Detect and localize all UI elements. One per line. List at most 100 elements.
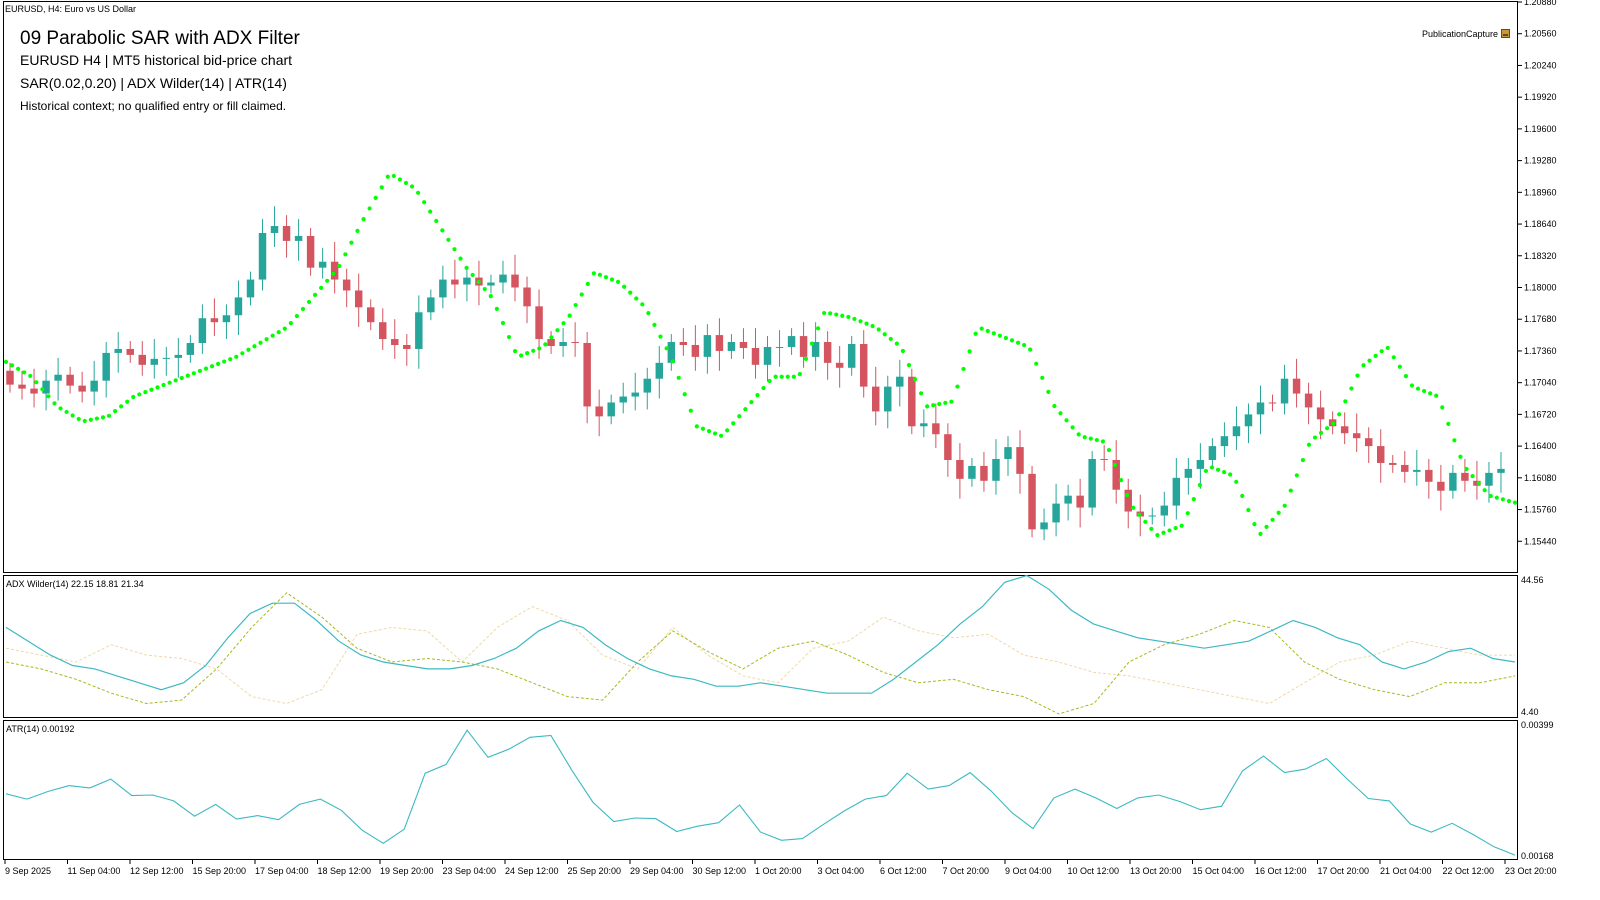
sar-dot xyxy=(834,312,839,317)
sar-dot xyxy=(531,348,536,353)
adx-pane[interactable] xyxy=(3,575,1518,718)
candle-body xyxy=(703,335,712,357)
sar-dot xyxy=(209,364,215,369)
sar-dot xyxy=(1276,510,1281,515)
price-tick-label: 1.17360 xyxy=(1524,346,1557,356)
candle-body xyxy=(18,384,26,389)
candle-body xyxy=(1316,407,1325,420)
time-tick-label: 1 Oct 20:00 xyxy=(755,866,802,876)
sar-dot xyxy=(585,281,590,287)
candle-body xyxy=(1124,489,1132,512)
sar-dot xyxy=(725,428,730,433)
sar-dot xyxy=(937,401,942,407)
atr-pane[interactable] xyxy=(3,720,1518,860)
sar-dot xyxy=(1137,512,1142,517)
candle-body xyxy=(1196,459,1205,469)
candle-body xyxy=(1100,458,1108,460)
candle-body xyxy=(1449,472,1457,491)
sar-dot xyxy=(300,306,306,312)
candle-body xyxy=(896,376,904,387)
sar-dot xyxy=(1409,383,1415,388)
sar-dot xyxy=(622,284,627,289)
candle-body xyxy=(1160,505,1169,516)
sar-dot xyxy=(343,252,348,257)
sar-dot xyxy=(106,413,112,418)
sar-dot xyxy=(949,399,954,404)
sar-dot xyxy=(1167,528,1172,533)
sar-dot xyxy=(434,218,439,224)
candle-body xyxy=(246,279,255,298)
candle-body xyxy=(1172,477,1181,506)
sar-dot xyxy=(349,240,354,245)
sar-dot xyxy=(1209,465,1215,470)
sar-dot xyxy=(155,385,160,390)
sar-dot xyxy=(918,391,924,396)
sar-dot xyxy=(567,313,572,318)
candle-body xyxy=(439,279,447,298)
sar-dot xyxy=(615,279,621,284)
sar-dot xyxy=(573,302,578,308)
sar-dot xyxy=(525,351,530,356)
sar-dot xyxy=(64,409,69,415)
sar-dot xyxy=(258,340,263,345)
candle-body xyxy=(571,342,579,344)
sar-dot xyxy=(276,330,281,335)
sar-dot xyxy=(731,421,736,426)
sar-dot xyxy=(488,293,493,299)
sar-dot xyxy=(270,333,275,338)
sar-dot xyxy=(979,326,984,331)
sar-dot xyxy=(743,407,748,412)
sar-dot xyxy=(1155,533,1160,538)
sar-dot xyxy=(1106,447,1112,453)
sar-dot xyxy=(646,310,651,316)
candle-body xyxy=(1016,447,1024,474)
time-tick-label: 3 Oct 04:00 xyxy=(818,866,865,876)
time-tick-label: 29 Sep 04:00 xyxy=(630,866,684,876)
candle-body xyxy=(643,378,651,393)
sar-dot xyxy=(870,323,875,329)
sar-dot xyxy=(822,310,827,316)
sar-dot xyxy=(670,359,675,364)
sar-dot xyxy=(1076,432,1081,437)
candle-body xyxy=(102,352,110,381)
candle-body xyxy=(523,287,531,307)
sar-dot xyxy=(961,366,966,372)
candle-body xyxy=(956,459,964,479)
atr-max-label: 0.00399 xyxy=(1521,720,1554,730)
sar-dot xyxy=(240,351,245,356)
sar-dot xyxy=(1512,500,1518,505)
time-tick-label: 11 Sep 04:00 xyxy=(68,866,121,876)
sar-dot xyxy=(131,394,136,400)
price-tick-label: 1.17680 xyxy=(1524,314,1557,324)
sar-dot xyxy=(149,387,154,392)
sar-dot xyxy=(664,346,669,351)
time-tick-label: 15 Oct 04:00 xyxy=(1193,866,1245,876)
sar-dot xyxy=(712,431,718,436)
time-tick-label: 18 Sep 12:00 xyxy=(318,866,372,876)
sar-dot xyxy=(1131,505,1136,510)
sar-dot xyxy=(1215,467,1221,472)
price-tick-label: 1.20240 xyxy=(1524,60,1557,70)
sar-dot xyxy=(100,415,106,420)
candle-body xyxy=(487,282,495,286)
sar-dot xyxy=(955,384,960,389)
adx-min-label: 4.40 xyxy=(1521,707,1539,717)
time-tick-label: 23 Sep 04:00 xyxy=(443,866,497,876)
price-pane[interactable] xyxy=(3,1,1518,573)
candle-body xyxy=(1364,438,1373,447)
sar-dot xyxy=(858,319,863,324)
sar-dot xyxy=(809,341,815,346)
sar-dot xyxy=(1100,439,1106,444)
sar-dot xyxy=(361,216,366,222)
sar-dot xyxy=(882,332,887,337)
sar-dot xyxy=(1343,399,1348,404)
candle-body xyxy=(607,402,615,417)
candle-body xyxy=(54,374,62,381)
sar-dot xyxy=(628,290,633,295)
sar-dot xyxy=(519,353,524,358)
sar-dot xyxy=(828,311,833,316)
candle-body xyxy=(547,339,555,346)
price-tick-label: 1.20560 xyxy=(1524,29,1557,39)
sar-dot xyxy=(1500,497,1505,502)
